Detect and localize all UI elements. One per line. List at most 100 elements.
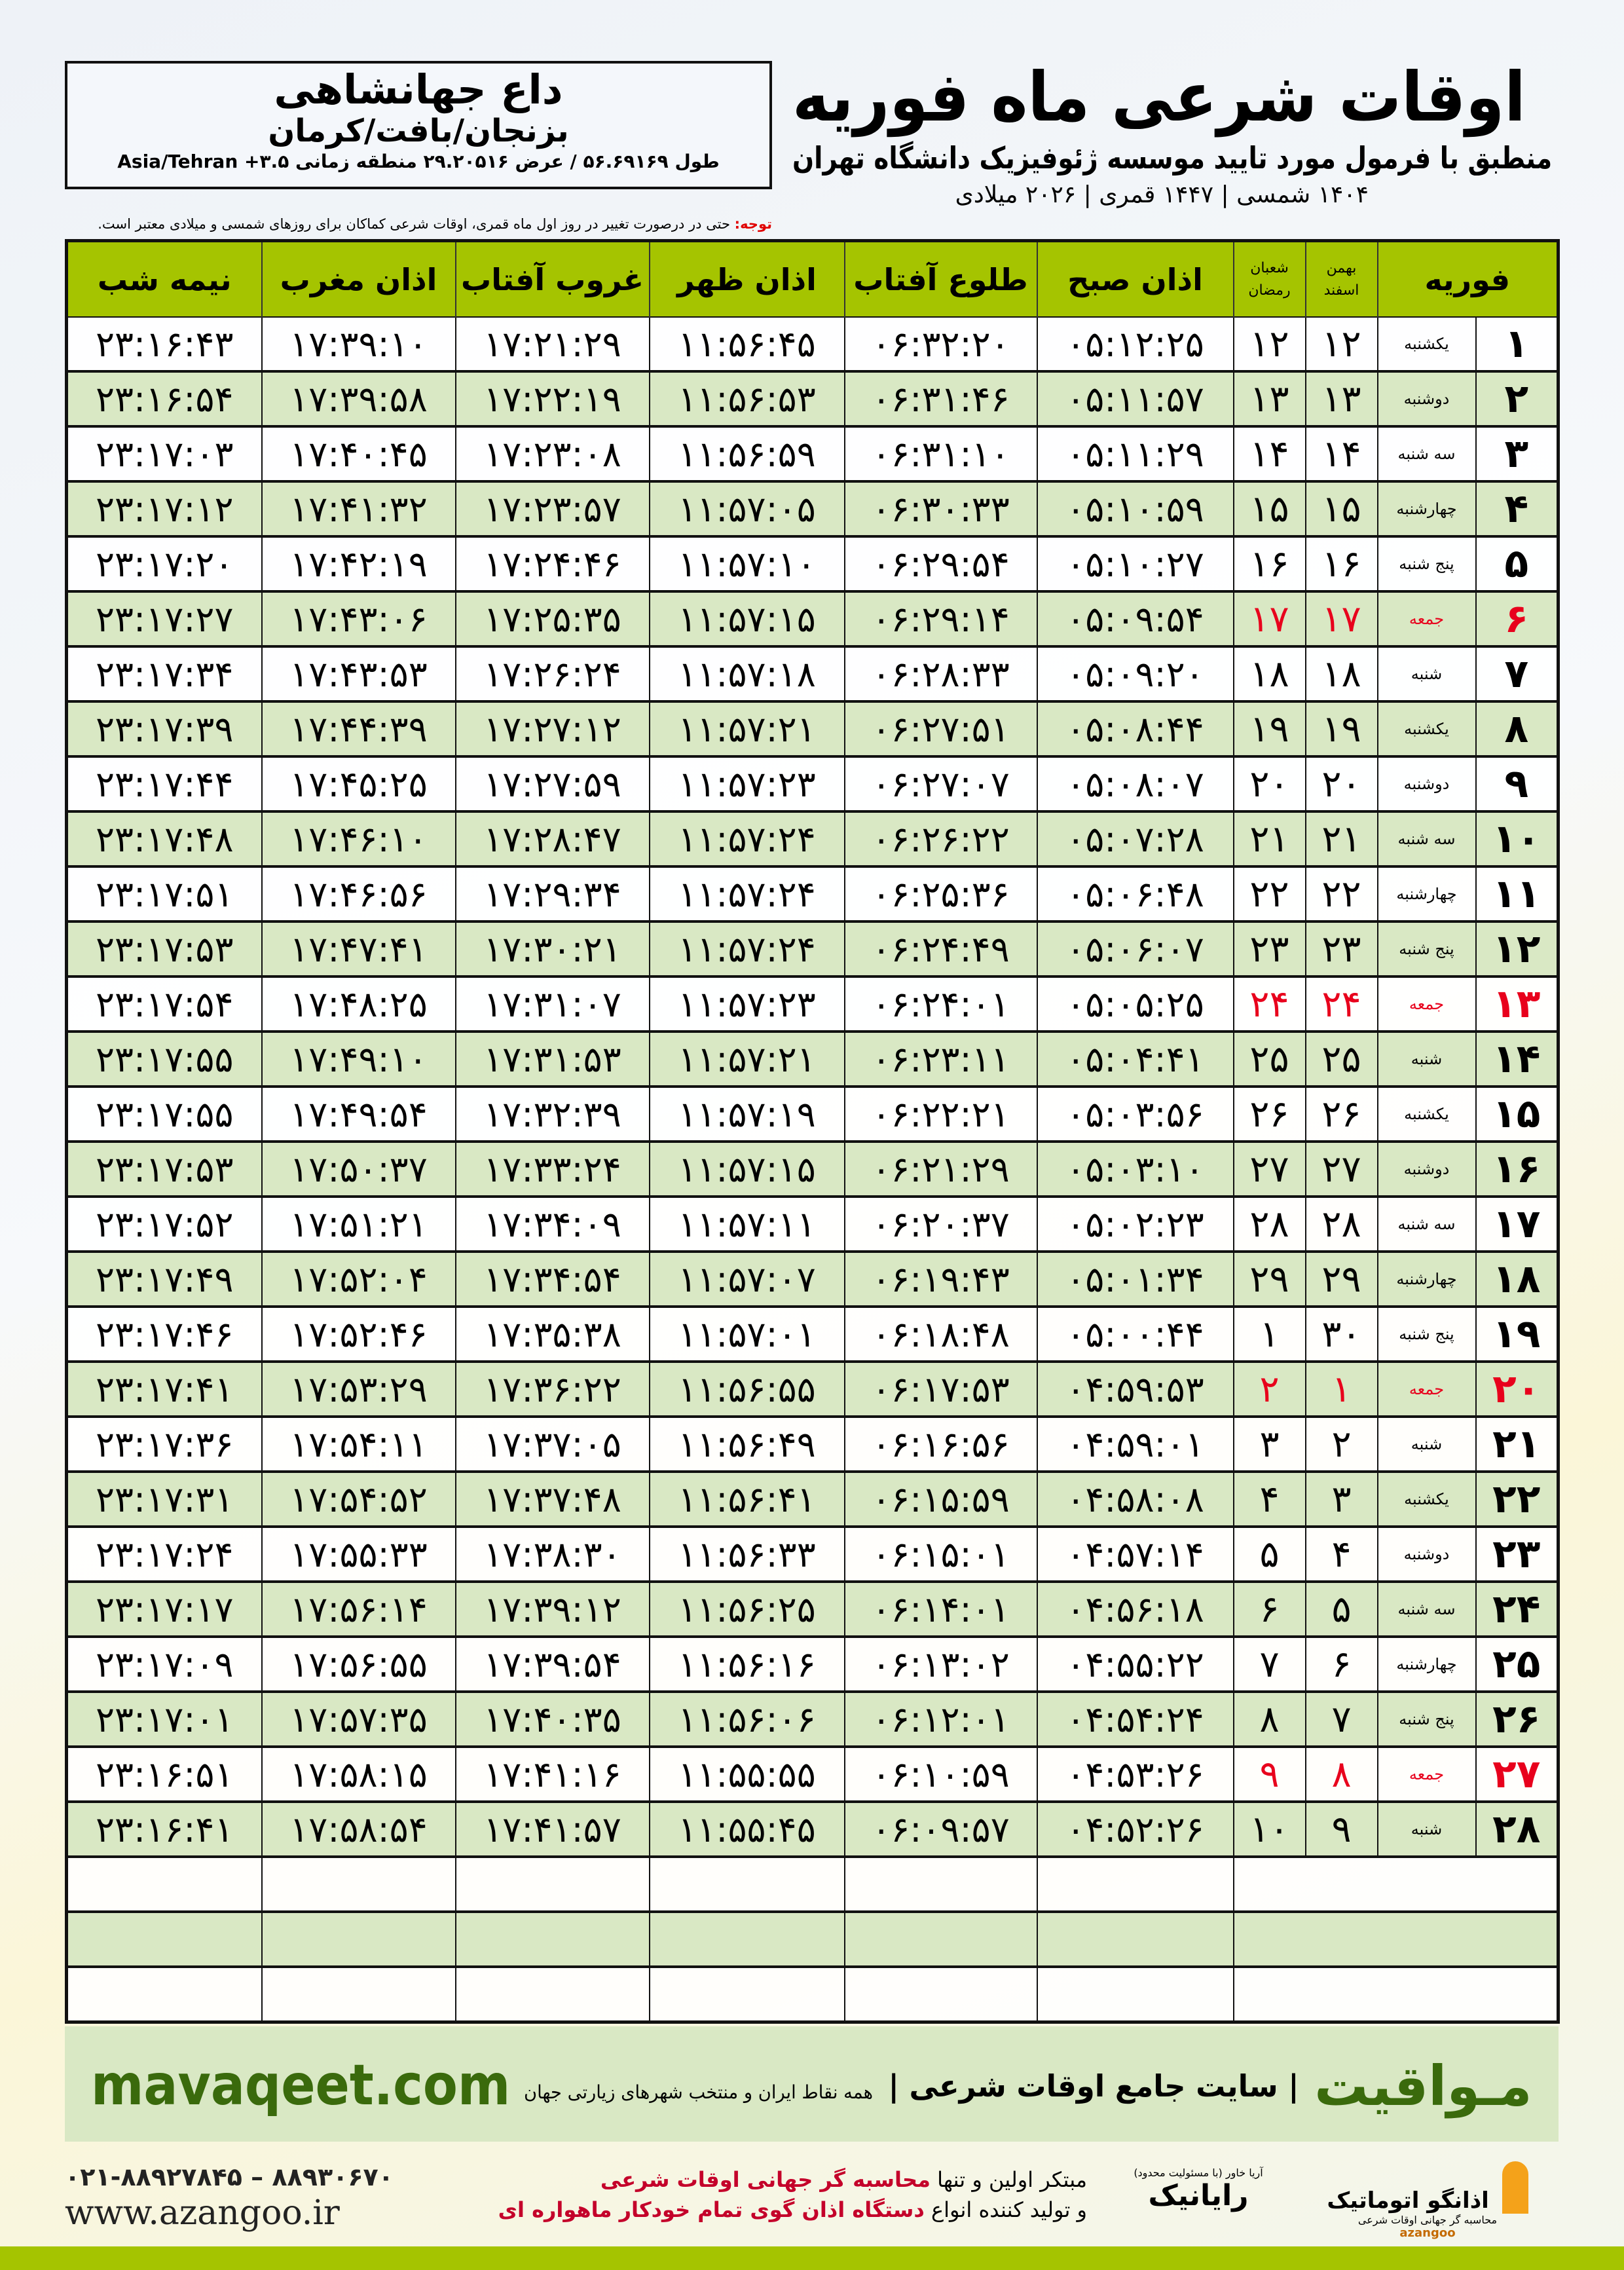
cell-sunset: ۱۷:۳۸:۳۰ [454,1526,650,1583]
header-lunar-top: شعبان [1250,259,1289,276]
cell-midnight: ۲۳:۱۷:۱۷ [65,1581,263,1638]
cell-solar-day: ۵ [1304,1581,1378,1638]
cell-midnight: ۲۳:۱۷:۴۶ [65,1306,263,1363]
header-sunrise: طلوع آفتاب [843,240,1037,317]
cell-day: ۱ [1475,316,1559,373]
cell-solar-day: ۸ [1304,1746,1378,1803]
cell-dhuhr: ۱۱:۵۷:۲۳ [648,756,845,813]
promo-line-2: و تولید کننده انواع دستگاه اذان گوی تمام… [498,2195,1087,2225]
cell-lunar-day: ۱۲ [1232,316,1306,373]
cell-weekday: یکشنبه [1376,1471,1477,1528]
cell-solar-day: ۱۸ [1304,646,1378,703]
cell-sunrise: ۰۶:۲۴:۰۱ [843,976,1038,1033]
cell-day: ۱۱ [1475,866,1559,923]
cell-midnight: ۲۳:۱۷:۳۶ [65,1416,263,1473]
cell-fajr: ۰۵:۱۰:۲۷ [1036,536,1234,593]
cell-maghrib: ۱۷:۳۹:۵۸ [261,371,456,428]
promo-line-1-inner: مبتکر اولین و تنها محاسبه گر جهانی اوقات… [600,2165,1087,2195]
cell-weekday: شنبه [1376,1416,1477,1473]
mavaqeet-banner: مـواقیت | سایت جامع اوقات شرعی | همه نقا… [65,2026,1559,2142]
empty-cell [648,1911,845,1968]
location-coords: طول ۵۶.۶۹۱۶۹ / عرض ۲۹.۲۰۵۱۶ منطقه زمانی … [117,151,720,172]
cell-solar-day: ۱۶ [1304,536,1378,593]
promo-2a: و تولید کننده انواع [924,2197,1087,2222]
cell-dhuhr: ۱۱:۵۷:۱۰ [648,536,845,593]
cell-sunset: ۱۷:۳۴:۰۹ [454,1196,650,1253]
cell-fajr: ۰۵:۰۴:۴۱ [1036,1031,1234,1088]
cell-midnight: ۲۳:۱۷:۰۳ [65,426,263,483]
cell-weekday: یکشنبه [1376,316,1477,373]
cell-solar-day: ۱ [1304,1361,1378,1418]
rayanik-name: رایانیک [1148,2179,1249,2212]
cell-sunrise: ۰۶:۱۶:۵۶ [843,1416,1038,1473]
cell-midnight: ۲۳:۱۷:۵۵ [65,1031,263,1088]
header-month: فوریه [1376,240,1559,317]
empty-cell [261,1911,456,1968]
cell-day: ۲۸ [1475,1801,1559,1858]
cell-weekday: شنبه [1376,1801,1477,1858]
empty-row [65,1856,1559,1913]
cell-lunar-day: ۱۵ [1232,481,1306,538]
cell-dhuhr: ۱۱:۵۷:۲۳ [648,976,845,1033]
cell-lunar-day: ۱۷ [1232,591,1306,648]
cell-weekday: سه شنبه [1376,426,1477,483]
header-sunset: غروب آفتاب [454,240,650,317]
cell-weekday: دوشنبه [1376,371,1477,428]
cell-fajr: ۰۴:۵۹:۰۱ [1036,1416,1234,1473]
cell-solar-day: ۲۹ [1304,1251,1378,1308]
banner-tagline: | سایت جامع اوقات شرعی | [888,2068,1300,2104]
cell-dhuhr: ۱۱:۵۶:۰۶ [648,1691,845,1748]
cell-day: ۸ [1475,701,1559,758]
cell-midnight: ۲۳:۱۷:۳۴ [65,646,263,703]
website-link[interactable]: www.azangoo.ir [65,2193,340,2233]
cell-lunar-day: ۱۴ [1232,426,1306,483]
table-row: ۳ سه شنبه ۱۴ ۱۴ ۰۵:۱۱:۲۹ ۰۶:۳۱:۱۰ ۱۱:۵۶:۵۹ ۱۷:۲… [65,426,1559,483]
cell-midnight: ۲۳:۱۶:۴۳ [65,316,263,373]
cell-fajr: ۰۴:۵۶:۱۸ [1036,1581,1234,1638]
cell-dhuhr: ۱۱:۵۷:۱۱ [648,1196,845,1253]
empty-cell [843,1856,1038,1913]
cell-day: ۳ [1475,426,1559,483]
location-name: داع جهانشاهی [274,65,563,113]
cell-midnight: ۲۳:۱۷:۰۱ [65,1691,263,1748]
cell-sunset: ۱۷:۴۱:۱۶ [454,1746,650,1803]
cell-day: ۱۶ [1475,1141,1559,1198]
cell-solar-day: ۲۳ [1304,921,1378,978]
table-row: ۲۰ جمعه ۱ ۲ ۰۴:۵۹:۵۳ ۰۶:۱۷:۵۳ ۱۱:۵۶:۵۵ ۱۷:۳۶:۲۲… [65,1361,1559,1418]
cell-fajr: ۰۵:۱۱:۲۹ [1036,426,1234,483]
table-row: ۵ پنج شنبه ۱۶ ۱۶ ۰۵:۱۰:۲۷ ۰۶:۲۹:۵۴ ۱۱:۵۷:۱۰ ۱۷:… [65,536,1559,593]
cell-sunrise: ۰۶:۱۹:۴۳ [843,1251,1038,1308]
cell-solar-day: ۹ [1304,1801,1378,1858]
cell-dhuhr: ۱۱:۵۷:۰۱ [648,1306,845,1363]
table-row: ۲۸ شنبه ۹ ۱۰ ۰۴:۵۲:۲۶ ۰۶:۰۹:۵۷ ۱۱:۵۵:۴۵ ۱۷:۴۱:۵… [65,1801,1559,1858]
cell-weekday: جمعه [1376,976,1477,1033]
header-maghrib: اذان مغرب [261,240,456,317]
cell-sunset: ۱۷:۲۱:۲۹ [454,316,650,373]
cell-maghrib: ۱۷:۵۰:۳۷ [261,1141,456,1198]
empty-cell [454,1966,650,2024]
note-label: توجه: [734,216,772,232]
cell-fajr: ۰۴:۵۸:۰۸ [1036,1471,1234,1528]
cell-sunset: ۱۷:۳۱:۵۳ [454,1031,650,1088]
table-row: ۶ جمعه ۱۷ ۱۷ ۰۵:۰۹:۵۴ ۰۶:۲۹:۱۴ ۱۱:۵۷:۱۵ ۱۷:۲۵:۳… [65,591,1559,648]
table-row: ۲۷ جمعه ۸ ۹ ۰۴:۵۳:۲۶ ۰۶:۱۰:۵۹ ۱۱:۵۵:۵۵ ۱۷:۴۱:۱۶… [65,1746,1559,1803]
cell-weekday: شنبه [1376,1031,1477,1088]
cell-fajr: ۰۵:۰۲:۲۳ [1036,1196,1234,1253]
table-row: ۸ یکشنبه ۱۹ ۱۹ ۰۵:۰۸:۴۴ ۰۶:۲۷:۵۱ ۱۱:۵۷:۲۱ ۱۷:۲۷… [65,701,1559,758]
empty-cell [65,1966,263,2024]
cell-day: ۲۰ [1475,1361,1559,1418]
prayer-times-table: فوریه بهمن اسفند شعبان رمضان اذان صبح طلوع… [65,239,1560,2024]
cell-fajr: ۰۵:۰۳:۵۶ [1036,1086,1234,1143]
cell-sunset: ۱۷:۲۶:۲۴ [454,646,650,703]
cell-sunset: ۱۷:۲۳:۵۷ [454,481,650,538]
empty-cell [454,1911,650,1968]
cell-maghrib: ۱۷:۵۵:۳۳ [261,1526,456,1583]
cell-midnight: ۲۳:۱۷:۱۲ [65,481,263,538]
cell-dhuhr: ۱۱:۵۷:۰۵ [648,481,845,538]
cell-maghrib: ۱۷:۴۵:۲۵ [261,756,456,813]
cell-fajr: ۰۴:۵۵:۲۲ [1036,1636,1234,1693]
cell-maghrib: ۱۷:۵۲:۴۶ [261,1306,456,1363]
site-link[interactable]: mavaqeet.com [91,2053,511,2118]
cell-lunar-day: ۲۴ [1232,976,1306,1033]
cell-maghrib: ۱۷:۴۹:۱۰ [261,1031,456,1088]
